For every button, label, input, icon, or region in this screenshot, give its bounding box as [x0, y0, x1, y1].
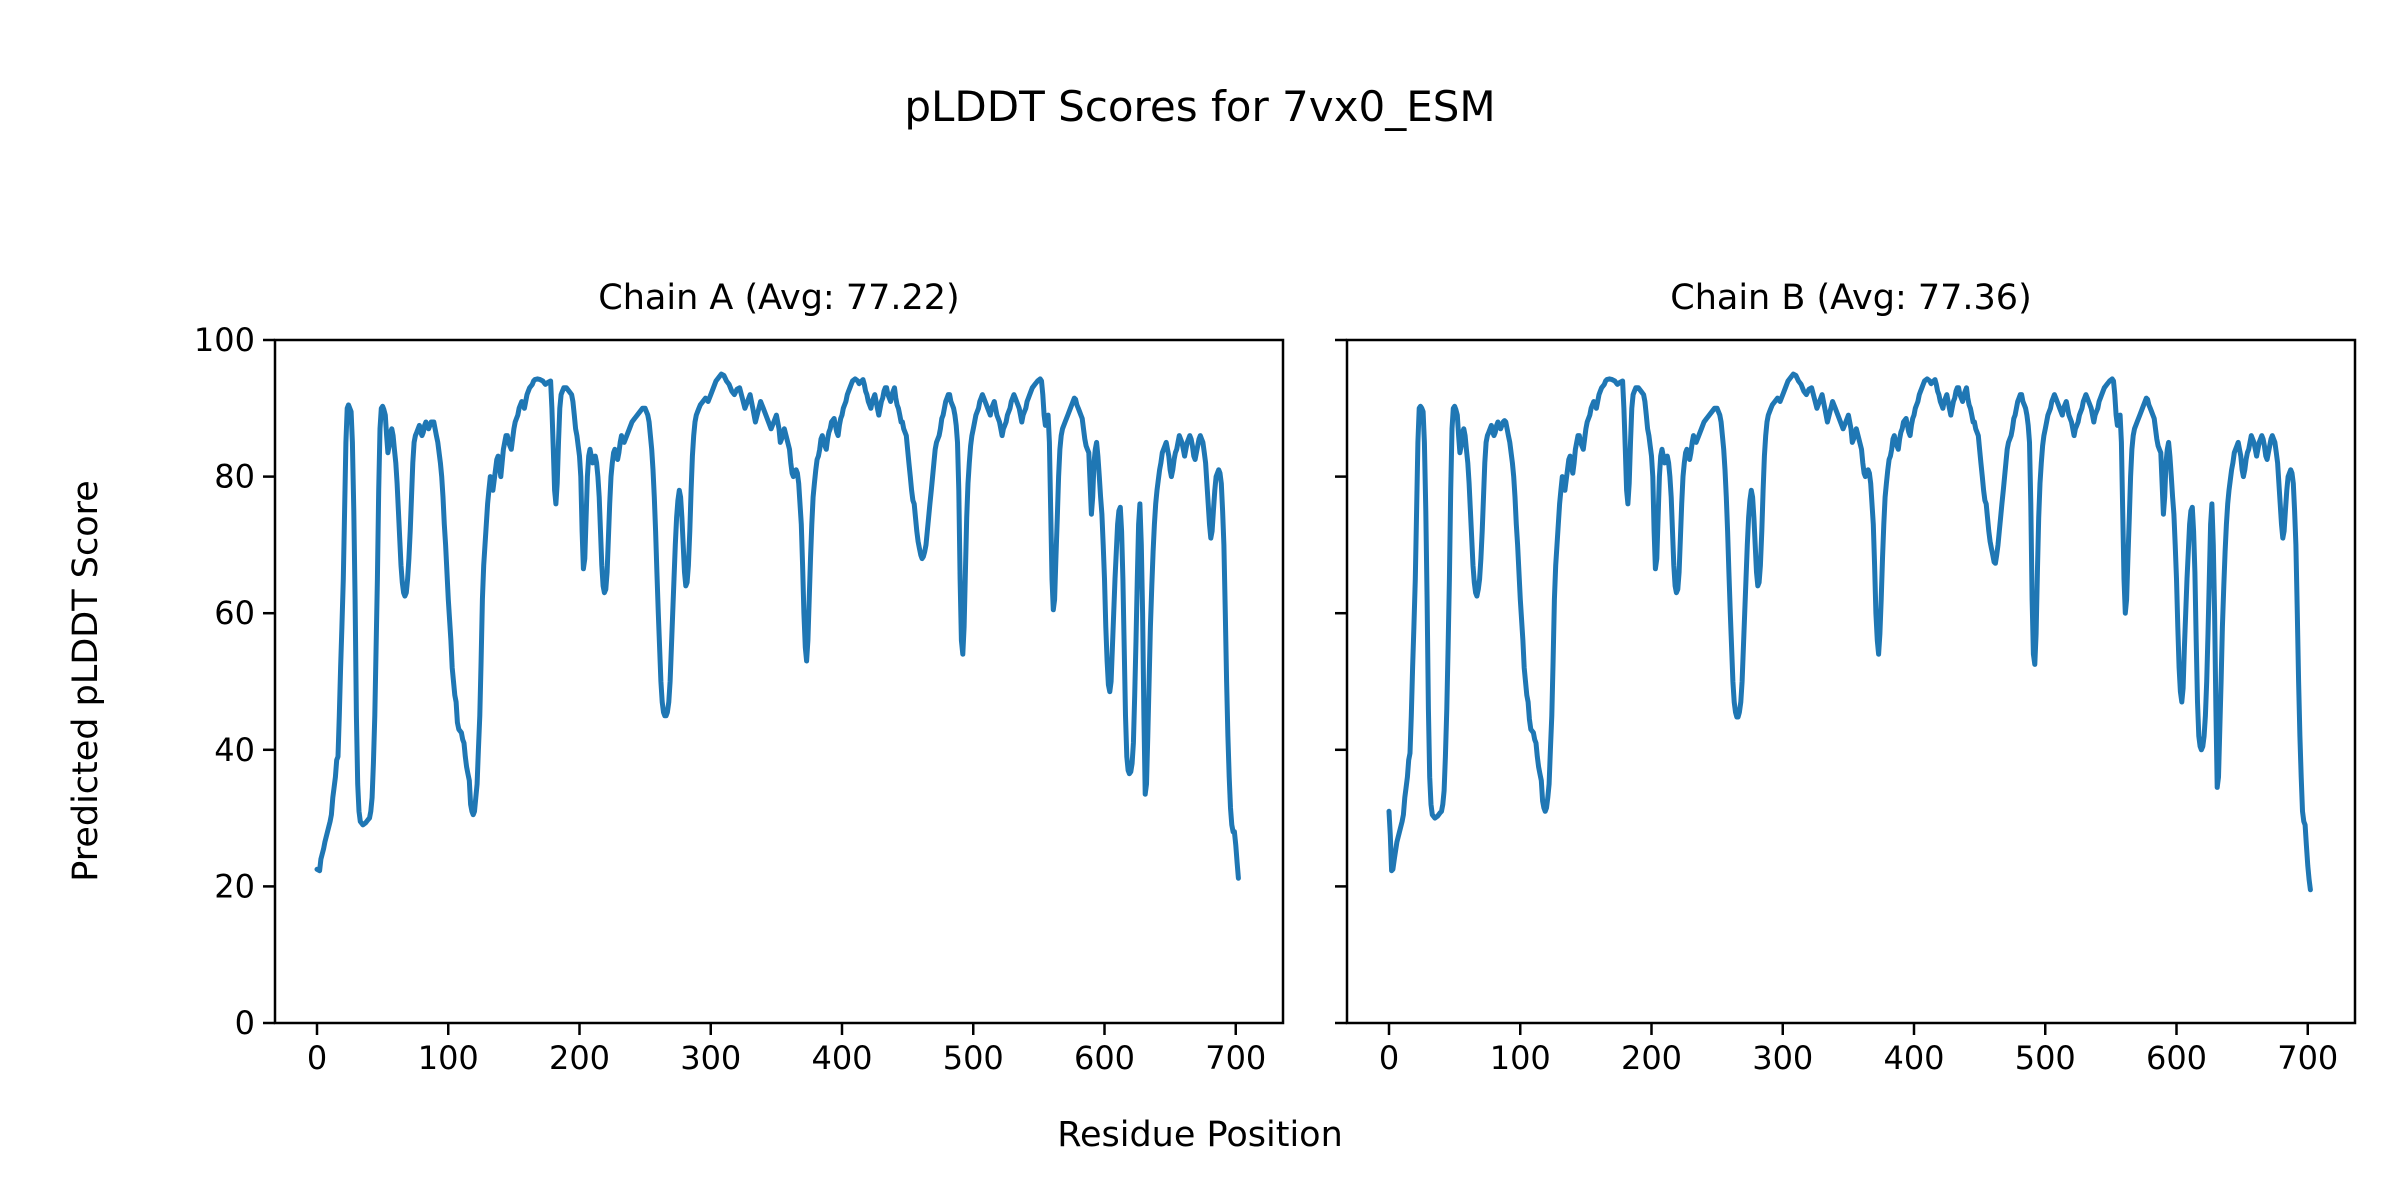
subplot-title-chain-a: Chain A (Avg: 77.22) — [598, 278, 960, 318]
x-tick-label: 100 — [418, 1039, 479, 1077]
subplot-title-chain-b: Chain B (Avg: 77.36) — [1670, 278, 2032, 318]
x-tick-label: 300 — [1752, 1039, 1813, 1077]
y-tick-label: 60 — [214, 594, 255, 632]
x-tick-label: 0 — [1379, 1039, 1399, 1077]
x-tick-label: 100 — [1490, 1039, 1551, 1077]
x-tick-label: 500 — [2015, 1039, 2076, 1077]
y-tick-label: 0 — [235, 1004, 255, 1042]
y-tick-label: 100 — [194, 321, 255, 359]
plddt-line-chain-b — [1386, 371, 2313, 893]
x-tick-label: 0 — [307, 1039, 327, 1077]
axes-spines-chain-a — [273, 338, 1285, 1025]
y-tick-label: 80 — [214, 458, 255, 496]
x-tick-label: 500 — [943, 1039, 1004, 1077]
x-tick-label: 200 — [549, 1039, 610, 1077]
x-tick-label: 400 — [811, 1039, 872, 1077]
x-axis-label: Residue Position — [1057, 1115, 1343, 1155]
x-tick-label: 600 — [1074, 1039, 1135, 1077]
figure-title: pLDDT Scores for 7vx0_ESM — [904, 82, 1496, 131]
x-tick-label: 700 — [1205, 1039, 1266, 1077]
y-tick-label: 40 — [214, 731, 255, 769]
x-tick-label: 400 — [1883, 1039, 1944, 1077]
plddt-line-chain-a — [314, 371, 1241, 881]
x-tick-label: 600 — [2146, 1039, 2207, 1077]
axes-spines-chain-b — [1345, 338, 2357, 1025]
x-tick-label: 200 — [1621, 1039, 1682, 1077]
x-tick-label: 700 — [2277, 1039, 2338, 1077]
x-tick-label: 300 — [680, 1039, 741, 1077]
y-tick-label: 20 — [214, 867, 255, 905]
